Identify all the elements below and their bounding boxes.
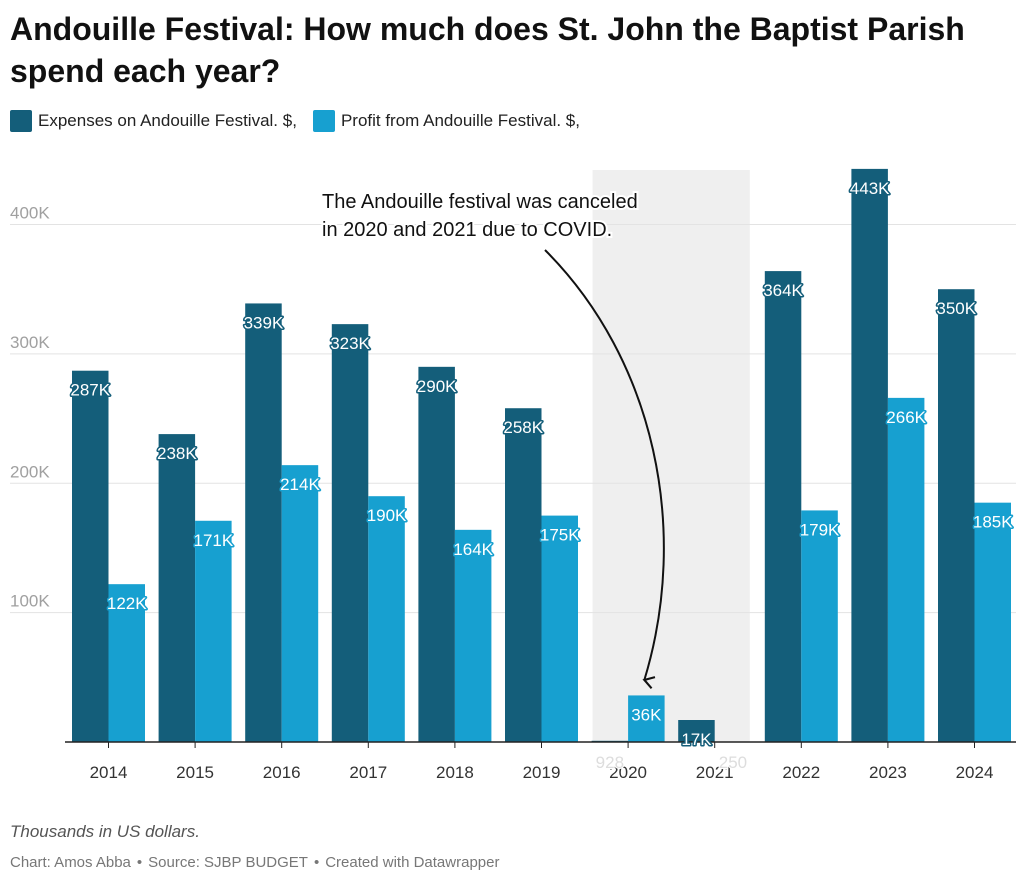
y-tick-label: 100K (10, 592, 50, 611)
expenses-bar (678, 720, 715, 742)
x-tick-label: 2019 (523, 763, 561, 782)
profit-bar (801, 510, 838, 742)
chart-notes: Thousands in US dollars. (10, 822, 200, 841)
bar-value-label: 190K (367, 506, 407, 525)
expenses-bar (418, 366, 455, 742)
footer-separator: • (136, 854, 143, 871)
bar-value-label: 164K (453, 540, 493, 559)
bar-value-label: 179K (800, 520, 840, 539)
legend-item-profit: Profit from Andouille Festival. $, (312, 110, 580, 132)
x-tick-label: 2017 (349, 763, 387, 782)
bar-value-label: 238K (157, 444, 197, 463)
expenses-bar (158, 434, 196, 742)
footer-credit: Chart: Amos Abba (10, 854, 131, 871)
bar-value-label: 36K (631, 705, 662, 724)
bar-value-label: 250 (719, 753, 747, 772)
bar-value-label: 266K (886, 408, 926, 427)
x-tick-label: 2015 (176, 763, 214, 782)
legend-label-expenses: Expenses on Andouille Festival. $, (38, 111, 297, 130)
legend-label-profit: Profit from Andouille Festival. $, (340, 111, 580, 130)
profit-bar (281, 465, 319, 742)
profit-bar (195, 520, 232, 742)
legend-swatch-expenses (10, 110, 32, 132)
expenses-bar (851, 168, 888, 743)
bar-value-label: 185K (973, 513, 1013, 532)
profit-bar (541, 515, 578, 742)
bar-value-label: 323K (330, 334, 370, 353)
bar-value-label: 175K (540, 526, 580, 545)
profit-bar (454, 529, 492, 742)
bar-value-label: 339K (244, 313, 284, 332)
annotation-arrow (544, 249, 665, 689)
bar-value-label: 443K (850, 179, 890, 198)
expenses-bar (245, 303, 282, 742)
x-tick-label: 2021 (696, 763, 734, 782)
y-tick-label: 200K (10, 462, 50, 481)
x-tick-label: 2022 (782, 763, 820, 782)
bar-value-label: 171K (193, 531, 233, 550)
x-tick-label: 2016 (263, 763, 301, 782)
bar-value-label: 17K (681, 730, 712, 749)
bar-value-label: 290K (417, 377, 457, 396)
x-tick-label: 2018 (436, 763, 474, 782)
footer-separator: • (313, 854, 320, 871)
legend: Expenses on Andouille Festival. $, Profi… (10, 110, 596, 132)
x-tick-label: 2014 (90, 763, 128, 782)
profit-bar (368, 496, 405, 742)
x-tick-label: 2023 (869, 763, 907, 782)
y-tick-label: 400K (10, 204, 50, 223)
x-tick-label: 2024 (956, 763, 994, 782)
profit-bar (974, 502, 1011, 742)
highlight-band (592, 170, 750, 742)
bar-value-label: 287K (70, 381, 110, 400)
annotation-text: in 2020 and 2021 due to COVID. (322, 219, 612, 241)
bar-value-label: 122K (107, 594, 147, 613)
bar-value-label: 214K (280, 475, 320, 494)
chart-title: Andouille Festival: How much does St. Jo… (10, 11, 965, 89)
y-tick-label: 300K (10, 333, 50, 352)
bar-value-label: 350K (936, 299, 976, 318)
footer-source: Source: SJBP BUDGET (148, 854, 308, 871)
annotation-text: The Andouille festival was canceled (322, 191, 638, 213)
expenses-bar (72, 370, 109, 742)
legend-swatch-profit (312, 110, 335, 132)
footer-created-with: Created with Datawrapper (325, 854, 500, 871)
bar-value-label: 928 (596, 753, 624, 772)
profit-bar (628, 695, 665, 742)
chart-footer: Chart: Amos Abba • Source: SJBP BUDGET • Cre… (10, 854, 499, 871)
expenses-bar (938, 289, 975, 742)
profit-bar (887, 397, 925, 742)
expenses-bar (764, 271, 802, 742)
bar-value-label: 364K (763, 281, 803, 300)
expenses-bar (505, 408, 542, 742)
x-tick-label: 2020 (609, 763, 647, 782)
profit-bar (108, 584, 145, 742)
bar-value-label: 258K (503, 418, 543, 437)
legend-item-expenses: Expenses on Andouille Festival. $, (10, 110, 297, 132)
bar-chart: 100K 200K 300K 400K 2014 2015 2016 2017 2018 201… (10, 168, 1016, 782)
expenses-bar (331, 324, 369, 742)
